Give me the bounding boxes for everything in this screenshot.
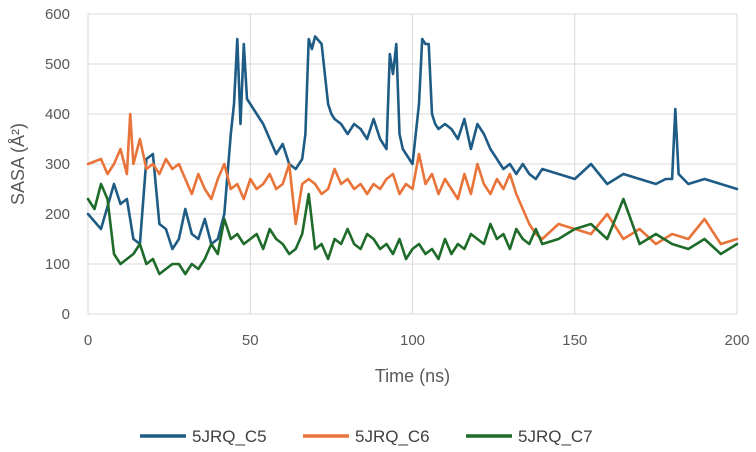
x-tick-label: 50 bbox=[242, 332, 259, 349]
x-tick-label: 0 bbox=[84, 332, 92, 349]
series-layer bbox=[86, 35, 739, 276]
legend-label: 5JRQ_C6 bbox=[355, 427, 430, 446]
legend-label: 5JRQ_C5 bbox=[192, 427, 267, 446]
x-axis-tick-labels: 0 50 100 150 200 bbox=[84, 332, 750, 349]
legend: 5JRQ_C5 5JRQ_C6 5JRQ_C7 bbox=[140, 427, 593, 446]
y-axis-title: SASA (Å²) bbox=[8, 123, 28, 205]
y-tick-label: 500 bbox=[45, 56, 70, 73]
series-line-5jrq-c5 bbox=[86, 35, 739, 251]
y-tick-label: 200 bbox=[45, 206, 70, 223]
y-tick-label: 600 bbox=[45, 6, 70, 23]
series-line-5jrq-c7 bbox=[86, 182, 739, 276]
y-tick-label: 400 bbox=[45, 106, 70, 123]
y-tick-label: 100 bbox=[45, 256, 70, 273]
x-tick-label: 150 bbox=[562, 332, 587, 349]
x-axis-title: Time (ns) bbox=[375, 366, 450, 386]
x-tick-label: 100 bbox=[400, 332, 425, 349]
y-axis-tick-labels: 0 100 200 300 400 500 600 bbox=[45, 6, 70, 323]
series-line-5jrq-c6 bbox=[86, 112, 739, 246]
y-tick-label: 300 bbox=[45, 156, 70, 173]
y-tick-label: 0 bbox=[62, 306, 70, 323]
x-tick-label: 200 bbox=[724, 332, 749, 349]
legend-label: 5JRQ_C7 bbox=[518, 427, 593, 446]
